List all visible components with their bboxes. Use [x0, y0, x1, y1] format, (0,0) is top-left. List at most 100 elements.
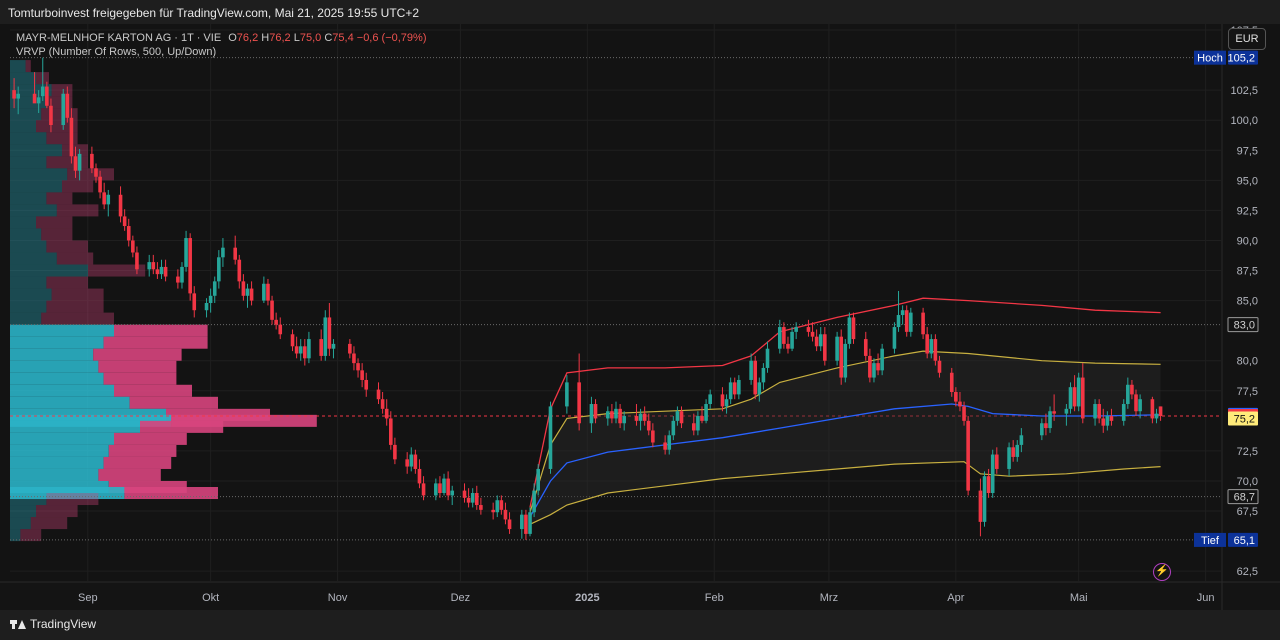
candle-body [323, 317, 328, 356]
candle-body [577, 382, 581, 424]
legend-close-label: C [324, 32, 333, 44]
volume-profile-down-bar [103, 372, 177, 385]
badge-bg [1228, 411, 1258, 426]
legend-low: 75,0 [299, 32, 322, 44]
candle-body [69, 117, 74, 157]
candle [863, 331, 868, 361]
y-tick-label: 90,0 [1237, 235, 1258, 247]
legend-open: 76,2 [236, 32, 259, 44]
legend-open-label: O [228, 32, 237, 44]
volume-profile-down-bar [20, 529, 42, 542]
candle [700, 406, 704, 424]
candle [417, 459, 422, 489]
candle [900, 305, 905, 325]
price-chart[interactable]: 62,5 67,5 70,0 72,5 77,5 80,0 85,0 87,5 90,0 92,5… [0, 24, 1280, 610]
candle-body [303, 346, 307, 359]
candle-body [548, 406, 553, 469]
candle-body [589, 404, 594, 424]
currency-button[interactable]: EUR [1228, 28, 1266, 50]
candle-body [921, 312, 925, 335]
volume-profile-down-bar [56, 204, 99, 217]
candle [474, 485, 479, 510]
volume-profile-up-bar [10, 108, 42, 121]
legend-symbol: MAYR-MELNHOF KARTON AG · 1T · VIE [16, 32, 222, 44]
candle-body [155, 269, 160, 275]
candle [262, 276, 266, 303]
candle [1048, 406, 1052, 433]
candle [614, 401, 618, 424]
candle-body [966, 420, 970, 491]
candle-body [65, 93, 70, 118]
candle-body [393, 444, 397, 460]
candle-body [1126, 384, 1130, 405]
x-tick-label: Mai [1070, 592, 1088, 604]
candle [65, 86, 70, 123]
volume-profile-down-bar [46, 276, 88, 289]
candle [131, 235, 135, 258]
candle-body [1052, 411, 1056, 414]
x-tick-label: Sep [78, 592, 98, 604]
badge-label: Hoch [1197, 53, 1223, 65]
candle [777, 319, 782, 354]
indicator-legend[interactable]: VRVP (Number Of Rows, 500, Up/Down) [16, 46, 217, 58]
candle [1126, 377, 1130, 409]
volume-profile-up-bar [10, 372, 104, 385]
candle [221, 238, 225, 267]
candle-body [823, 334, 827, 361]
candle-body [814, 336, 819, 347]
candle-body [118, 194, 123, 217]
candle-body [319, 339, 323, 356]
candle-body [937, 360, 942, 373]
lightning-icon[interactable]: ⚡ [1153, 563, 1171, 581]
candle-body [450, 490, 455, 496]
candle [159, 259, 164, 279]
candle-body [818, 334, 823, 347]
candle-body [462, 490, 467, 498]
tradingview-logo[interactable]: TradingView [10, 617, 96, 631]
volume-profile-down-bar [51, 288, 104, 301]
candle-body [507, 519, 512, 530]
candle-body [954, 391, 958, 402]
time-axis: Sep Okt Nov Dez 2025 Feb Mrz Apr Mai Jun [78, 592, 1214, 604]
candle-body [90, 153, 94, 169]
volume-profile-up-bar [10, 228, 42, 241]
candle [245, 283, 250, 308]
x-tick-label: Dez [451, 592, 471, 604]
candle-body [98, 176, 102, 193]
candle-body [1097, 404, 1101, 419]
candle [1158, 406, 1163, 421]
candle-body [212, 281, 217, 296]
candle [1015, 440, 1020, 462]
x-tick-label: 2025 [575, 592, 599, 604]
candle [421, 476, 426, 501]
candle [876, 353, 880, 376]
badge-label-bg [1194, 50, 1226, 65]
candle [155, 262, 160, 279]
candle-body [691, 423, 696, 431]
legend-ohlc: MAYR-MELNHOF KARTON AG · 1T · VIE O76,2 … [16, 32, 426, 44]
candle-body [638, 413, 643, 421]
candle-body [352, 353, 356, 364]
candle [843, 339, 848, 383]
candle [32, 72, 37, 104]
candle [434, 478, 438, 501]
candle [466, 488, 471, 508]
candle [925, 327, 929, 359]
candle-body [634, 416, 639, 421]
volume-profile-up-bar [10, 529, 21, 542]
band-fill [530, 351, 1161, 525]
candle-body [360, 370, 364, 380]
candle [90, 146, 94, 174]
candle [126, 218, 131, 247]
candle [839, 329, 844, 385]
volume-profile-up-bar [10, 204, 57, 217]
volume-profile-down-bar [46, 240, 88, 253]
candle-body [434, 483, 438, 496]
candle [450, 485, 455, 506]
legend-high-label: H [261, 32, 270, 44]
badge-value: 105,2 [1227, 53, 1255, 65]
volume-profile-up-bar [10, 132, 47, 145]
candle [388, 411, 393, 450]
candle-body [163, 266, 168, 277]
volume-profile-up-bar [10, 505, 36, 518]
